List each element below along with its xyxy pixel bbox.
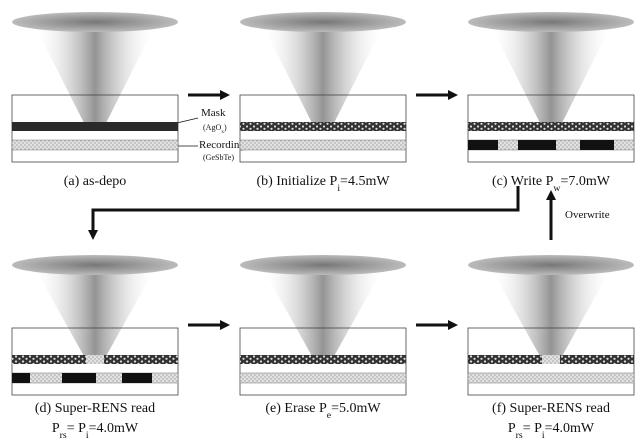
mask-layer	[468, 122, 634, 131]
lens	[240, 255, 406, 275]
text-run: (a) as-depo	[64, 174, 127, 189]
panel: (b) Initialize Pi=4.5mW	[239, 12, 407, 194]
caption: (a) as-depo	[64, 174, 127, 189]
recording-layer	[239, 372, 407, 384]
text-run: = P	[67, 421, 86, 436]
text-run: )	[224, 123, 227, 132]
aperture	[542, 355, 560, 364]
text-run: (b) Initialize P	[256, 174, 337, 189]
recorded-mark	[518, 140, 556, 150]
caption: Prs= Pi=4.0mW	[508, 421, 595, 441]
text-run: (c) Write P	[492, 174, 554, 189]
text-run: (f) Super-RENS read	[492, 401, 610, 416]
recorded-mark	[12, 373, 30, 383]
recording-layer	[467, 372, 635, 384]
caption: (c) Write Pw=7.0mW	[492, 174, 611, 194]
panel: (d) Super-RENS read Prs= Pi=4.0mW	[11, 255, 179, 441]
mask-layer	[240, 122, 406, 131]
recorded-mark	[62, 373, 96, 383]
recorded-mark	[122, 373, 152, 383]
overwrite-label: Overwrite	[565, 209, 610, 221]
caption: (b) Initialize Pi=4.5mW	[256, 174, 390, 194]
text-run: =4.0mW	[545, 421, 595, 436]
aperture	[86, 355, 104, 364]
text-run: P	[52, 421, 60, 436]
panel: (e) Erase Pe=5.0mW	[239, 255, 407, 421]
recorded-mark	[580, 140, 614, 150]
light-cone	[33, 265, 157, 358]
subscript: x	[221, 129, 224, 135]
lens	[468, 255, 634, 275]
text-run: (d) Super-RENS read	[35, 401, 155, 416]
lens	[468, 12, 634, 32]
text-run: (e) Erase P	[265, 401, 327, 416]
subscript: i	[542, 430, 545, 441]
panel: (a) as-depo	[11, 12, 179, 189]
panel: (f) Super-RENS read Prs= Pi=4.0mW	[467, 255, 635, 441]
light-cone	[261, 265, 385, 358]
caption: (d) Super-RENS read	[35, 401, 155, 416]
mask-material: (AgOx)	[203, 123, 227, 135]
text-run: =4.5mW	[340, 174, 390, 189]
recorded-mark	[468, 140, 498, 150]
subscript: i	[337, 183, 340, 194]
mask-layer	[240, 355, 406, 364]
subscript: rs	[60, 430, 67, 441]
panel: (c) Write Pw=7.0mW	[467, 12, 635, 194]
recording-layer	[11, 139, 179, 151]
text-run: P	[508, 421, 516, 436]
text-run: (AgO	[203, 123, 221, 132]
light-cone	[33, 22, 157, 125]
arrows	[88, 90, 556, 330]
light-cone	[261, 22, 385, 125]
caption: Prs= Pi=4.0mW	[52, 421, 139, 441]
lens	[240, 12, 406, 32]
lens	[12, 12, 178, 32]
recording-layer	[239, 139, 407, 151]
subscript: rs	[516, 430, 523, 441]
mask-layer	[12, 122, 178, 131]
caption: (f) Super-RENS read	[492, 401, 610, 416]
text-run: =4.0mW	[89, 421, 139, 436]
text-run: =7.0mW	[560, 174, 610, 189]
mask-label: Mask	[201, 107, 226, 119]
caption: (e) Erase Pe=5.0mW	[265, 401, 381, 421]
subscript: e	[327, 410, 332, 421]
text-run: =5.0mW	[331, 401, 381, 416]
subscript: w	[553, 183, 561, 194]
recording-label: Recording	[199, 139, 245, 151]
light-cone	[489, 22, 613, 125]
lens	[12, 255, 178, 275]
recording-material: (GeSbTe)	[203, 153, 234, 162]
text-run: = P	[523, 421, 542, 436]
light-cone	[489, 265, 613, 358]
subscript: i	[86, 430, 89, 441]
